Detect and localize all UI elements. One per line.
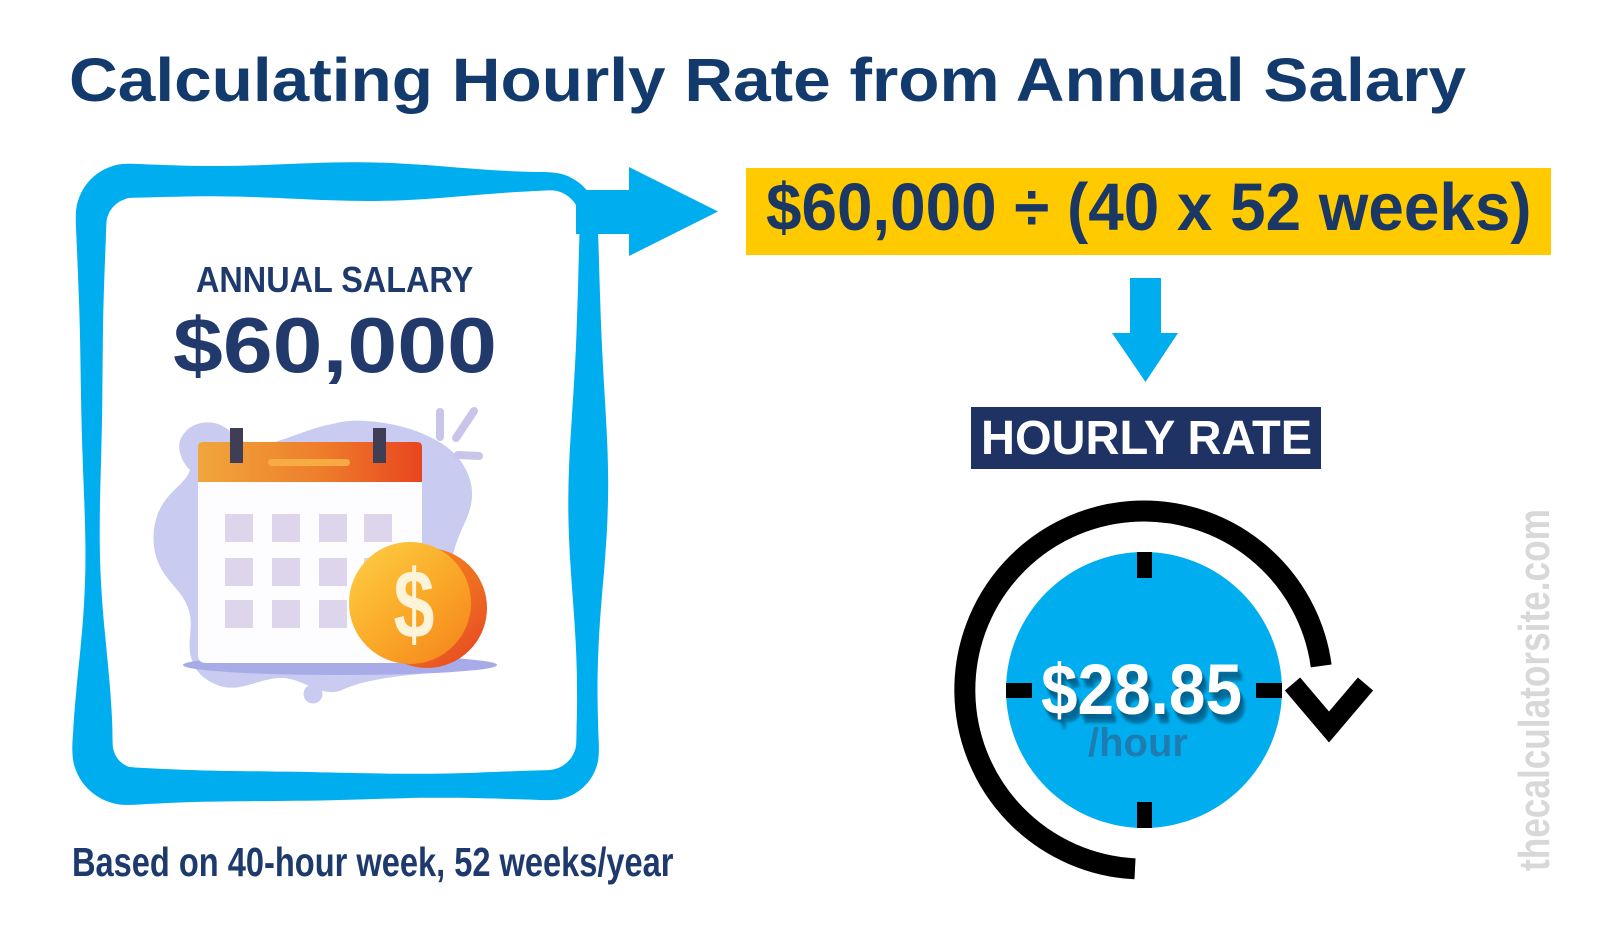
- svg-text:$: $: [394, 551, 435, 659]
